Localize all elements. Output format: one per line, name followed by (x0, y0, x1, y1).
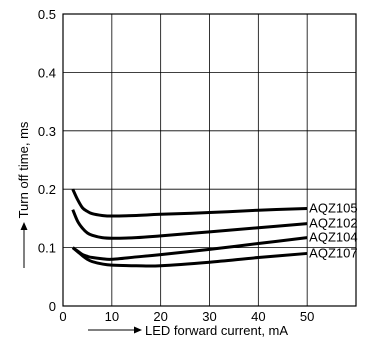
x-axis-arrow (88, 326, 142, 334)
plot-frame (62, 13, 357, 307)
x-tick-label: 0 (59, 309, 66, 324)
series-line-aqz105 (71, 188, 308, 218)
y-tick-label: 0.4 (38, 65, 56, 80)
y-axis-arrow (20, 222, 28, 268)
x-tick-label: 40 (251, 309, 265, 324)
ticks: 0 10 20 30 40 50 0 0.1 0.2 0.3 0.4 0.5 (38, 7, 314, 324)
grid (63, 14, 356, 306)
series-label-aqz102: AQZ102 (309, 216, 357, 231)
x-axis-title: LED forward current, mA (145, 323, 288, 338)
series-label-aqz107: AQZ107 (309, 245, 357, 260)
x-tick-label: 30 (202, 309, 216, 324)
x-tick-label: 10 (105, 309, 119, 324)
series-label-aqz105: AQZ105 (309, 200, 357, 215)
y-tick-label: 0 (49, 299, 56, 314)
series-line-aqz107 (71, 246, 308, 268)
y-axis-title: Turn off time, ms (16, 121, 31, 218)
series-lines (71, 188, 308, 268)
y-tick-label: 0.1 (38, 241, 56, 256)
series-line-aqz102 (71, 209, 308, 240)
y-tick-label: 0.3 (38, 124, 56, 139)
y-tick-label: 0.5 (38, 7, 56, 22)
series-label-aqz104: AQZ104 (309, 230, 357, 245)
x-tick-label: 50 (300, 309, 314, 324)
x-tick-label: 20 (153, 309, 167, 324)
y-tick-label: 0.2 (38, 182, 56, 197)
